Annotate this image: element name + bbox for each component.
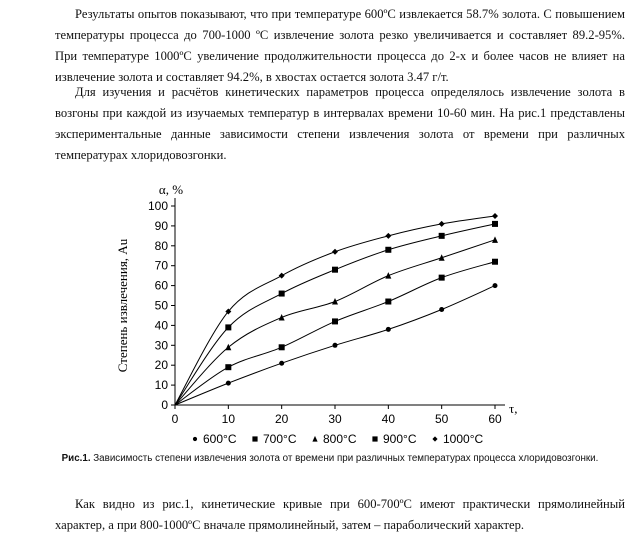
caption-text: Зависимость степени извлечения золота от… [90,453,599,464]
x-tick-label: 60 [488,412,502,426]
y-tick-label: 30 [155,338,169,352]
data-point [385,272,392,279]
chart-curves [174,215,496,406]
chart-axes: 0 10 20 30 40 50 60 70 80 90 100 0 10 20 30 40 50 60 α, % С… [115,182,520,426]
data-point [279,360,285,366]
legend-label: 900°C [383,432,417,446]
y-tick-label: 100 [148,199,168,213]
data-point [439,306,445,312]
caption-label: Рис.1. [61,453,91,464]
y-tick-label: 0 [161,398,168,412]
x-tick-label: 0 [172,412,179,426]
y-tick-label: 40 [155,318,169,332]
data-point [385,298,392,305]
kinetics-chart: 0 10 20 30 40 50 60 70 80 90 100 0 10 20 30 40 50 60 α, % С… [115,182,520,446]
x-tick-label: 50 [435,412,449,426]
y-axis-label: Степень извлечения, Au [115,238,130,372]
data-point [278,272,285,279]
legend-marker [192,436,198,442]
figure-caption: Рис.1. Зависимость степени извлечения зо… [40,452,620,466]
data-point [278,313,285,321]
legend-label: 800°C [323,432,357,446]
x-tick-label: 10 [222,412,236,426]
data-point [492,236,498,243]
data-point [332,266,338,273]
data-point [332,318,338,325]
data-point [225,308,232,315]
data-point [492,283,498,289]
y-tick-label: 70 [155,259,169,273]
data-point [438,232,445,239]
data-point [278,290,285,297]
data-point [438,220,445,227]
data-point [332,342,338,348]
data-point [278,344,285,351]
data-point [225,364,232,371]
x-tick-label: 40 [382,412,396,426]
data-point [438,254,445,261]
legend-label: 600°C [203,432,237,446]
y-tick-label: 20 [155,358,169,372]
paragraph-1: Результаты опытов показывают, что при те… [55,7,625,84]
paragraph-2: Для изучения и расчётов кинетических пар… [55,85,625,162]
legend-marker [312,435,318,442]
data-point [332,298,338,305]
data-point [385,232,392,239]
x-tick-label: 30 [328,412,342,426]
curve-4 [174,215,496,406]
data-point [492,212,498,219]
legend-marker [372,436,378,442]
chart-marks [225,212,498,386]
legend-marker [432,436,438,442]
paragraph-3: Как видно из рис.1, кинетические кривые … [55,497,625,532]
data-point [438,274,445,281]
x-tick-label: 20 [275,412,289,426]
data-point [385,326,391,332]
data-point [492,220,498,227]
legend-label: 1000°C [443,432,483,446]
chart-legend: 600°C 700°C 800°C 900°C 1000°C [192,432,483,446]
data-point [225,324,232,331]
y-axis-top-label: α, % [159,182,183,197]
data-point [385,246,392,253]
y-tick-label: 50 [155,299,169,313]
legend-marker [252,436,258,442]
y-tick-label: 60 [155,279,169,293]
data-point [332,248,338,255]
data-point [225,380,231,386]
y-tick-label: 90 [155,219,169,233]
y-tick-label: 10 [155,378,169,392]
data-point [492,258,498,265]
x-axis-label: τ, мин [509,401,520,416]
legend-label: 700°C [263,432,297,446]
y-tick-label: 80 [155,239,169,253]
data-point [225,343,232,351]
